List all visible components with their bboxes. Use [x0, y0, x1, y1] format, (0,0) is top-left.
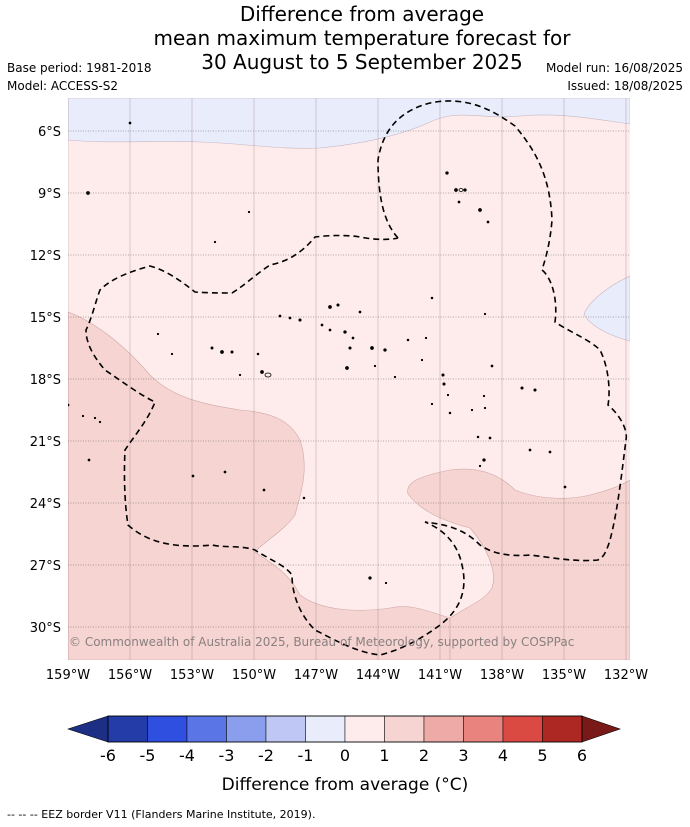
lat-label: 12°S — [30, 249, 61, 264]
colorbar-tick-label: -1 — [298, 746, 314, 765]
colorbar-tick-label: 2 — [419, 746, 429, 765]
eez-footnote: -- -- -- EEZ border V11 (Flanders Marine… — [7, 808, 316, 821]
warm-region-southwest — [68, 311, 451, 660]
warm-region-inner — [124, 410, 300, 482]
colorbar: -6 -5 -4 -3 -2 -1 0 1 2 3 4 5 6 Difference from aver… — [67, 715, 621, 795]
lon-label: 153°W — [170, 668, 214, 683]
colorbar-segments — [107, 715, 583, 743]
lon-label: 147°W — [294, 668, 338, 683]
meridian-lines — [68, 98, 627, 660]
copyright-notice: © Commonwealth of Australia 2025, Bureau… — [69, 635, 574, 649]
lon-label: 156°W — [108, 668, 152, 683]
colorbar-high-arrow — [581, 715, 621, 743]
colorbar-segment — [265, 715, 306, 743]
longitude-labels: 159°W 156°W 153°W 150°W 147°W 144°W 141°… — [46, 668, 648, 683]
colorbar-tick-label: 1 — [379, 746, 389, 765]
colorbar-tick-label: -6 — [100, 746, 116, 765]
base-info: Base period: 1981-2018 Model: ACCESS-S2 — [7, 59, 152, 95]
colorbar-tick-label: 4 — [498, 746, 508, 765]
title-line-1: Difference from average — [239, 2, 485, 26]
colorbar-segment — [344, 715, 385, 743]
colorbar-tick-label: 0 — [340, 746, 350, 765]
map-title: Difference from average mean maximum tem… — [0, 2, 690, 74]
colorbar-ticks: -6 -5 -4 -3 -2 -1 0 1 2 3 4 5 6 — [100, 746, 587, 765]
model-run: Model run: 16/08/2025 — [545, 61, 683, 75]
warm-region-southeast — [407, 468, 630, 660]
colorbar-tick-label: -5 — [140, 746, 156, 765]
lat-label: 24°S — [30, 497, 61, 512]
lon-label: 141°W — [418, 668, 462, 683]
colorbar-low-arrow — [67, 715, 109, 743]
lon-label: 138°W — [480, 668, 524, 683]
colorbar-segment — [542, 715, 583, 743]
colorbar-tick-label: 5 — [537, 746, 547, 765]
colorbar-segment — [226, 715, 267, 743]
lat-label: 9°S — [38, 187, 61, 202]
run-info: Model run: 16/08/2025 Issued: 18/08/2025 — [546, 59, 683, 95]
island-outlines — [264, 188, 464, 378]
lon-label: 144°W — [356, 668, 400, 683]
model-name: Model: ACCESS-S2 — [7, 79, 119, 93]
lat-label: 21°S — [30, 435, 61, 450]
colorbar-tick-label: -3 — [219, 746, 235, 765]
lat-label: 27°S — [30, 559, 61, 574]
colorbar-tick-label: 3 — [458, 746, 468, 765]
parallel-lines — [68, 130, 630, 628]
colorbar-label: Difference from average (°C) — [222, 775, 469, 795]
lon-label: 150°W — [232, 668, 276, 683]
latitude-labels: 6°S 9°S 12°S 15°S 18°S 21°S 24°S 27°S 30… — [30, 125, 61, 636]
lon-label: 135°W — [542, 668, 586, 683]
map-area — [68, 98, 630, 660]
eez-border — [85, 100, 628, 656]
colorbar-segment — [107, 715, 148, 743]
colorbar-segment — [502, 715, 543, 743]
colorbar-segment — [147, 715, 188, 743]
colorbar-tick-label: -2 — [258, 746, 274, 765]
colorbar-segment — [186, 715, 227, 743]
title-line-3: 30 August to 5 September 2025 — [201, 50, 523, 74]
lon-label: 132°W — [604, 668, 648, 683]
colorbar-frame — [107, 715, 583, 743]
lat-label: 30°S — [30, 621, 61, 636]
cool-region-east — [583, 275, 630, 342]
colorbar-segment — [423, 715, 464, 743]
islands — [68, 121, 567, 585]
lat-label: 18°S — [30, 373, 61, 388]
colorbar-tick-label: 6 — [577, 746, 587, 765]
colorbar-segment — [305, 715, 346, 743]
issued-date: Issued: 18/08/2025 — [567, 79, 683, 93]
lon-label: 159°W — [46, 668, 90, 683]
colorbar-segment — [384, 715, 425, 743]
colorbar-segment — [463, 715, 504, 743]
base-period: Base period: 1981-2018 — [7, 61, 152, 75]
title-line-2: mean maximum temperature forecast for — [153, 26, 571, 50]
lat-label: 15°S — [30, 311, 61, 326]
colorbar-tick-label: -4 — [179, 746, 195, 765]
lat-label: 6°S — [38, 125, 61, 140]
forecast-map: © Commonwealth of Australia 2025, Bureau… — [30, 98, 648, 795]
